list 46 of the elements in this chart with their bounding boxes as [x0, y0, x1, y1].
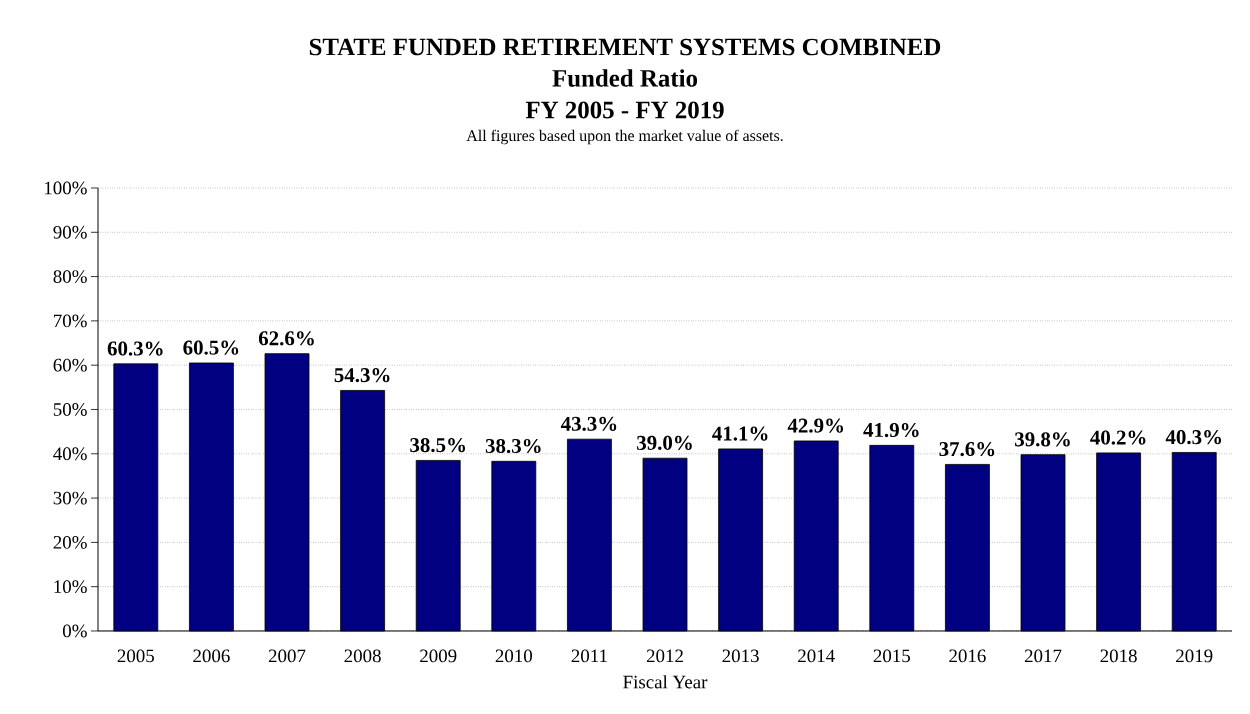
y-tick-label: 10%: [54, 580, 87, 594]
data-label: 39.8%: [1015, 432, 1070, 447]
y-tick-label: 0%: [62, 624, 87, 638]
data-label: 41.9%: [863, 422, 919, 438]
data-label: 41.1%: [712, 426, 768, 441]
x-tick-label: 2005: [117, 649, 154, 663]
y-tick-label: 80%: [53, 270, 87, 283]
text: FY 2005 - FY 2019: [525, 101, 724, 119]
data-label: 43.3%: [560, 416, 617, 431]
x-tick-label: 2010: [495, 649, 533, 663]
chart-title: STATE FUNDED RETIREMENT SYSTEMS COMBINED: [309, 38, 941, 56]
data-label: 54.3%: [334, 368, 390, 383]
x-tick-label: 2013: [722, 649, 759, 663]
x-tick-label: 2018: [1100, 649, 1137, 663]
x-tick-label: 2019: [1176, 649, 1213, 663]
data-label: 40.2%: [1090, 430, 1146, 445]
y-tick-label: 20%: [53, 535, 87, 549]
x-tick-label: 2016: [949, 649, 986, 663]
data-label: 60.5%: [183, 340, 239, 355]
x-tick-label: 2006: [193, 649, 230, 663]
text: All figures based upon the market value of assets.: [466, 129, 783, 145]
y-tick-label: 60%: [53, 358, 87, 372]
x-tick-label: 2012: [646, 649, 683, 663]
data-label: 60.3%: [107, 341, 163, 356]
data-label: 37.6%: [939, 442, 995, 457]
x-tick-label: 2008: [344, 649, 381, 663]
y-tick-label: 70%: [54, 314, 87, 328]
x-tick-label: 2014: [798, 649, 835, 663]
x-tick-label: 2015: [873, 649, 910, 663]
y-tick-label: 100%: [44, 181, 87, 195]
x-tick-label: 2017: [1024, 649, 1062, 663]
data-label: 62.6%: [258, 331, 314, 346]
y-tick-label: 30%: [53, 491, 87, 505]
y-tick-label: 90%: [53, 225, 87, 239]
data-label: 42.9%: [787, 418, 844, 433]
data-label: 39.0%: [637, 435, 692, 451]
data-label: 40.3%: [1165, 430, 1222, 445]
x-tick-label: 2009: [420, 649, 457, 663]
chart-subtitle: Funded Ratio: [552, 69, 698, 87]
data-label: 38.5%: [410, 438, 466, 453]
y-tick-label: 40%: [53, 447, 87, 461]
data-label: 38.3%: [485, 438, 541, 454]
x-axis-title: Fiscal Year: [623, 675, 708, 689]
x-tick-label: 2007: [268, 649, 306, 663]
x-tick-label: 2011: [571, 649, 607, 663]
y-tick-label: 50%: [53, 403, 87, 416]
